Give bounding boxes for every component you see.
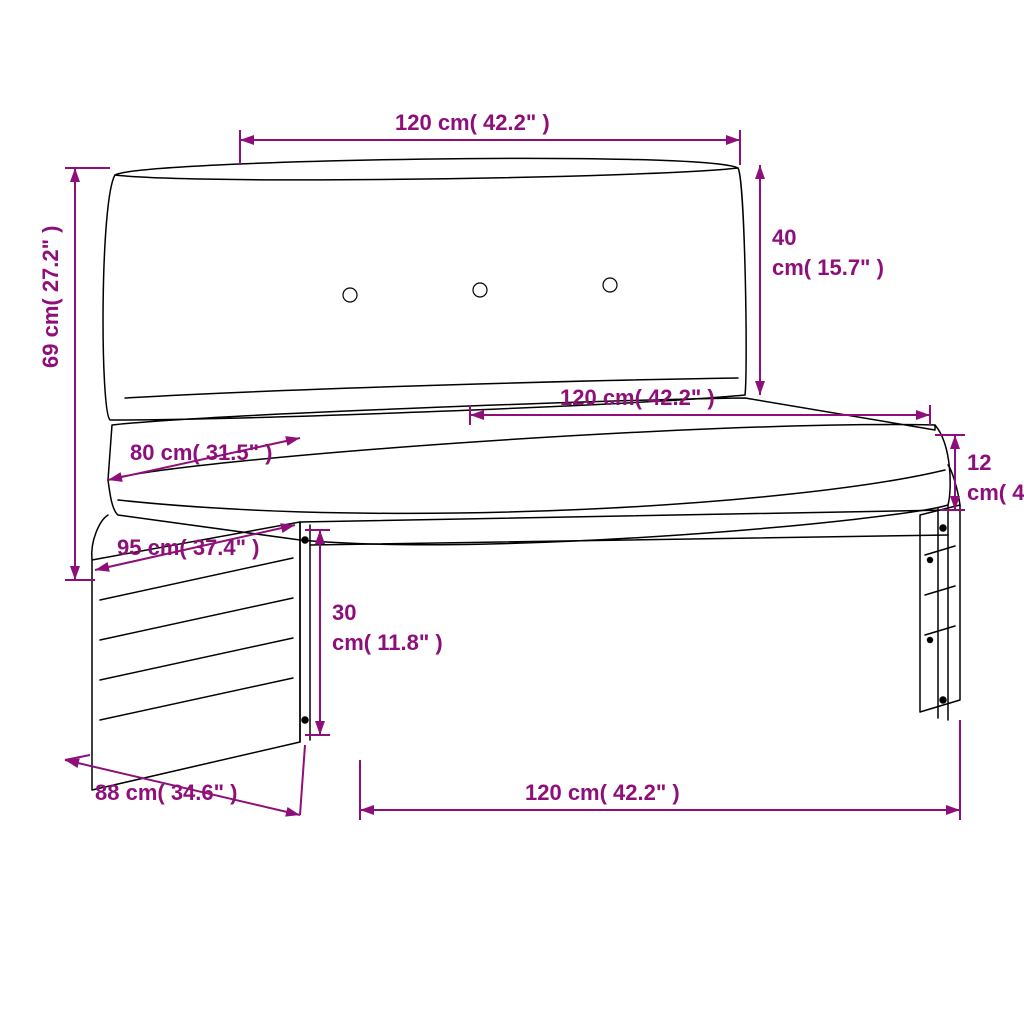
dim-side-width: 95 cm( 37.4" ) bbox=[117, 535, 260, 560]
dim-top-width: 120 cm( 42.2" ) bbox=[395, 110, 550, 135]
dim-total-height: 69 cm( 27.2" ) bbox=[38, 225, 63, 368]
dim-cushion-a: 12 bbox=[967, 450, 991, 475]
dim-seat-width: 120 cm( 42.2" ) bbox=[560, 385, 715, 410]
dimension-lines bbox=[65, 130, 965, 820]
dim-seat-depth: 80 cm( 31.5" ) bbox=[130, 440, 273, 465]
dim-bottom-width: 120 cm( 42.2" ) bbox=[525, 780, 680, 805]
dim-back-height-a: 40 bbox=[772, 225, 796, 250]
dim-cushion-b: cm( 4.7" ) bbox=[967, 480, 1024, 505]
sofa-drawing bbox=[92, 158, 960, 790]
dim-back-height-b: cm( 15.7" ) bbox=[772, 255, 884, 280]
dim-bottom-depth: 88 cm( 34.6" ) bbox=[95, 780, 238, 805]
furniture-dimension-diagram: 120 cm( 42.2" ) 40 cm( 15.7" ) 120 cm( 4… bbox=[0, 0, 1024, 1024]
dim-leg-a: 30 bbox=[332, 600, 356, 625]
dim-leg-b: cm( 11.8" ) bbox=[332, 630, 443, 655]
